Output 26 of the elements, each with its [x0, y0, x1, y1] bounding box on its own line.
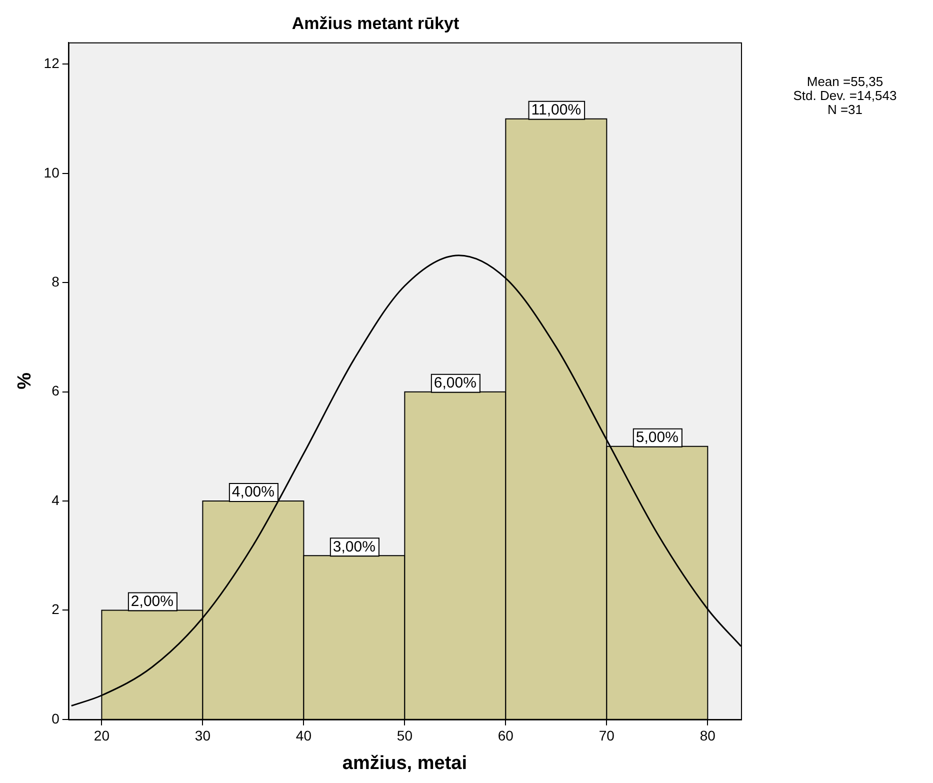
x-tick-label: 40 — [296, 728, 312, 744]
x-tick-label: 80 — [700, 728, 716, 744]
y-tick-label: 12 — [44, 55, 60, 72]
x-axis-title: amžius, metai — [342, 752, 467, 774]
x-tick-label: 20 — [94, 728, 110, 744]
y-tick-label: 4 — [52, 492, 60, 508]
data-label: 5,00% — [636, 429, 678, 446]
text: Mean =55,35 — [806, 74, 884, 90]
y-tick-label: 6 — [52, 382, 60, 399]
x-tick-label: 70 — [598, 728, 615, 744]
x-tick-label: 60 — [498, 728, 514, 744]
data-label: 2,00% — [130, 592, 174, 610]
text: Std. Dev. =14,543 — [793, 88, 897, 104]
x-tick-label: 30 — [194, 728, 211, 744]
y-tick-label: 8 — [52, 273, 60, 290]
data-label: 11,00% — [531, 101, 582, 118]
data-label: 3,00% — [332, 538, 376, 556]
y-tick-label: 10 — [44, 164, 60, 180]
y-tick-label: 0 — [52, 710, 60, 726]
text: N =31 — [827, 102, 863, 118]
chart-title: Amžius metant rūkyt — [292, 14, 460, 33]
y-tick-label: 2 — [52, 601, 60, 618]
data-label: 6,00% — [434, 374, 476, 392]
x-tick-label: 50 — [396, 728, 413, 744]
y-axis-title: % — [14, 372, 36, 390]
data-label: 4,00% — [232, 484, 274, 501]
